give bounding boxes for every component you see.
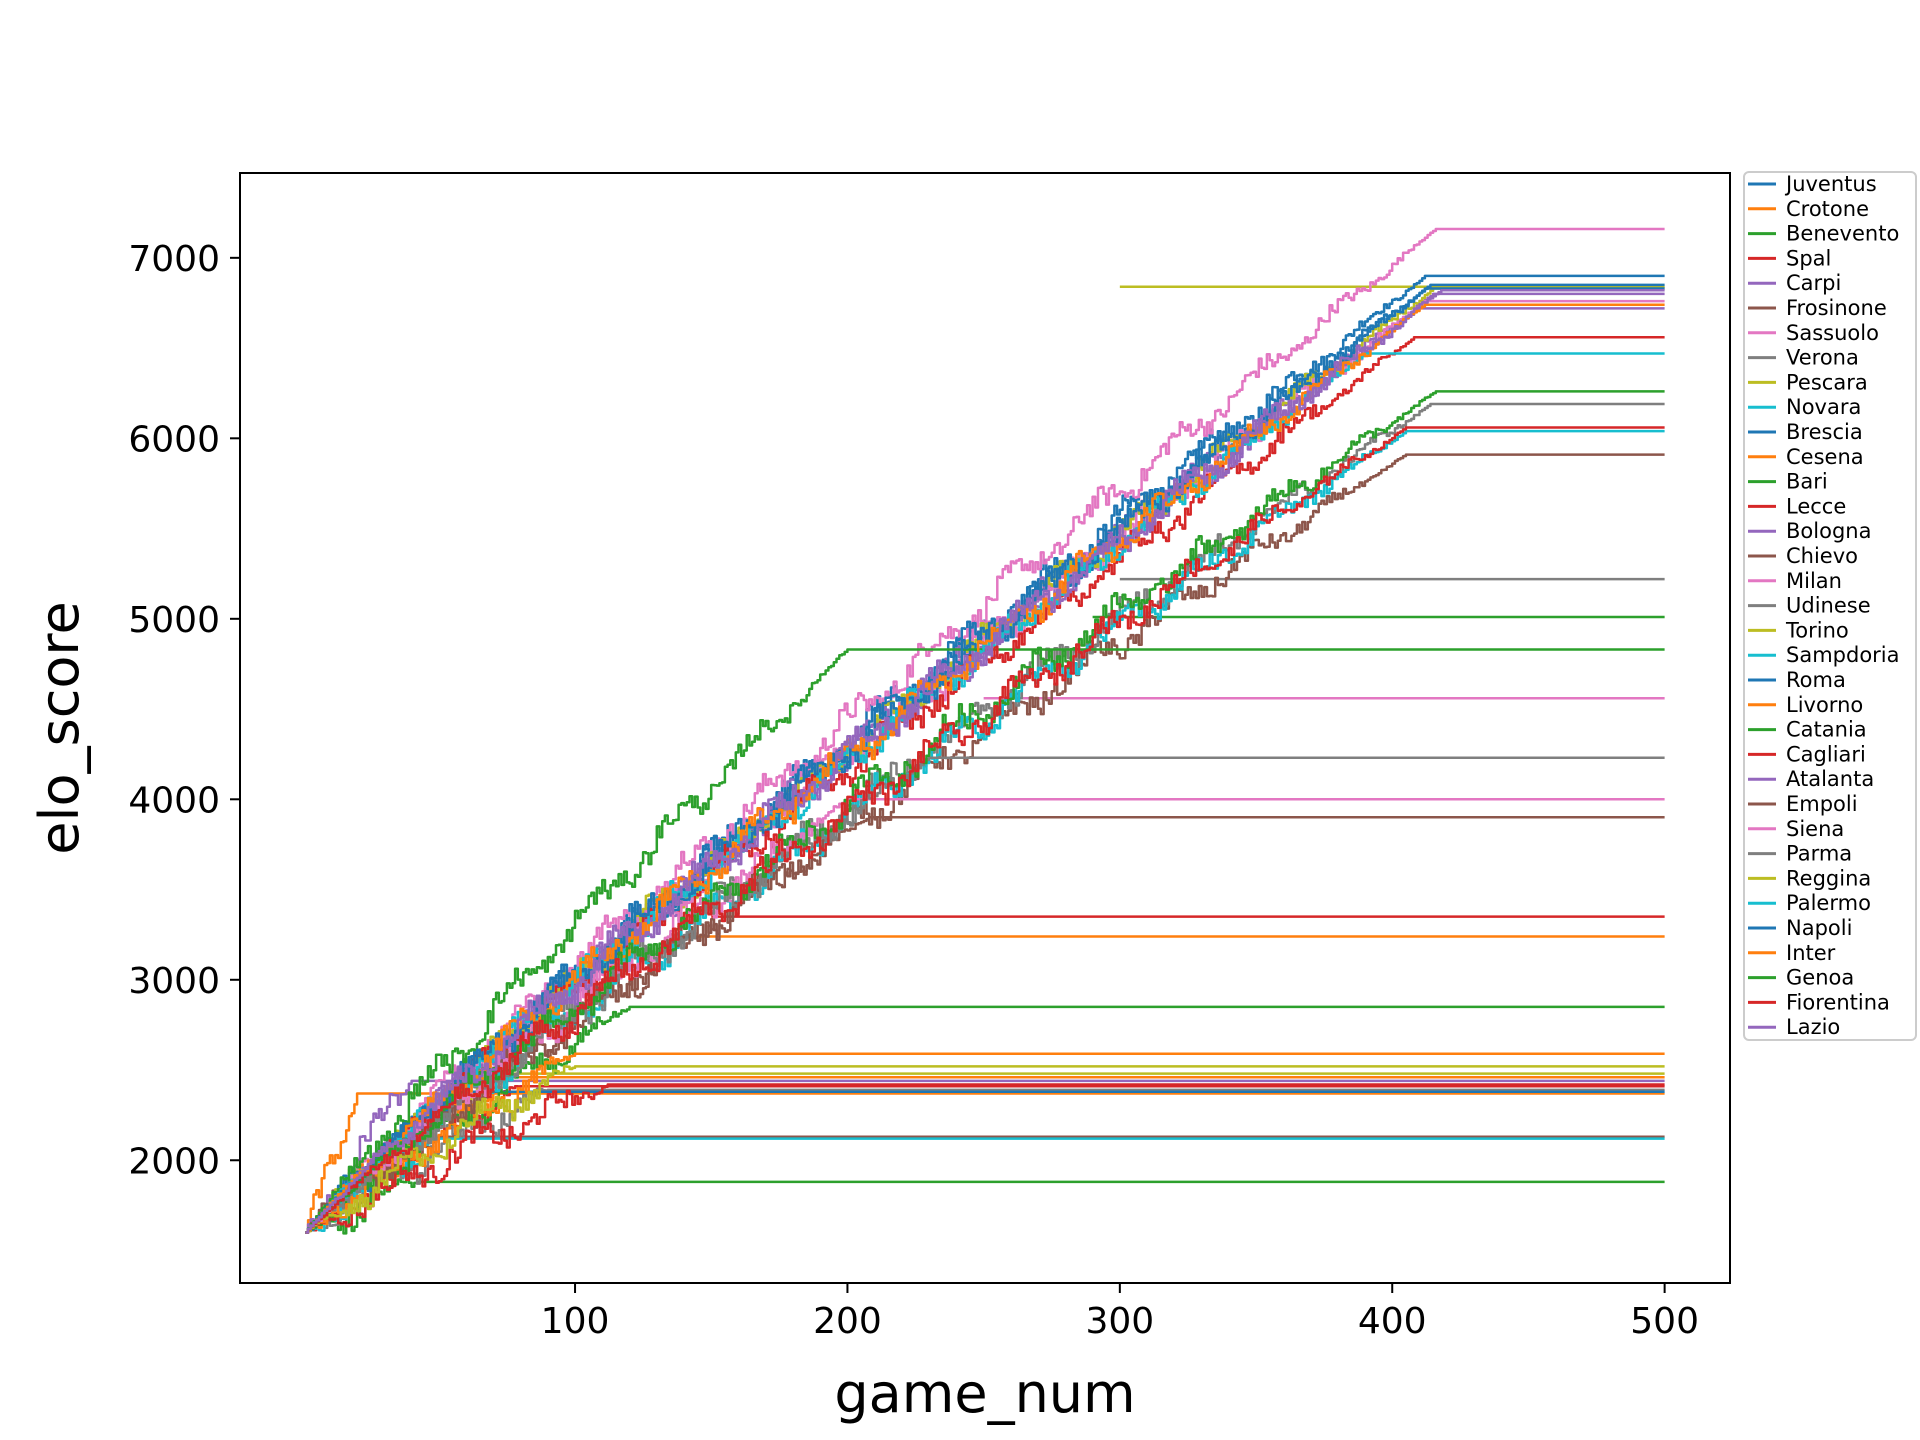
y-tick-label: 2000 xyxy=(128,1141,220,1182)
y-tick-label: 4000 xyxy=(128,780,220,821)
x-tick-label: 400 xyxy=(1358,1301,1427,1342)
legend-label: Cesena xyxy=(1786,445,1864,469)
legend-label: Napoli xyxy=(1786,916,1852,940)
legend-label: Siena xyxy=(1786,817,1844,841)
series-line-reggina xyxy=(305,1065,1665,1234)
y-tick-label: 3000 xyxy=(128,961,220,1002)
legend-label: Sampdoria xyxy=(1786,643,1900,667)
legend: JuventusCrotoneBeneventoSpalCarpiFrosino… xyxy=(1743,171,1917,1041)
legend-label: Palermo xyxy=(1786,891,1871,915)
plot-frame xyxy=(239,172,1731,1284)
legend-label: Genoa xyxy=(1786,966,1854,990)
x-axis: 100 200 300 400 500 xyxy=(541,1283,1699,1342)
legend-label: Benevento xyxy=(1786,222,1899,246)
legend-label: Sassuolo xyxy=(1786,321,1879,345)
legend-label: Lazio xyxy=(1786,1015,1840,1039)
series-line-fiorentina xyxy=(305,426,1665,1234)
legend-label: Fiorentina xyxy=(1786,990,1890,1014)
series-lines xyxy=(305,227,1665,1235)
series-line-catania xyxy=(305,648,1665,1234)
y-tick-label: 7000 xyxy=(128,239,220,280)
x-tick-label: 300 xyxy=(1085,1301,1154,1342)
y-tick-label: 5000 xyxy=(128,600,220,641)
legend-label: Verona xyxy=(1786,346,1859,370)
legend-label: Milan xyxy=(1786,569,1842,593)
legend-label: Livorno xyxy=(1786,693,1863,717)
legend-label: Novara xyxy=(1786,395,1861,419)
legend-label: Spal xyxy=(1786,246,1831,270)
legend-label: Brescia xyxy=(1786,420,1863,444)
legend-label: Parma xyxy=(1786,842,1852,866)
legend-frame xyxy=(1743,171,1917,1041)
y-axis: 2000 3000 4000 5000 6000 7000 xyxy=(128,239,240,1182)
x-axis-label: game_num xyxy=(834,1362,1135,1425)
series-line-lazio xyxy=(305,289,1665,1234)
legend-label: Juventus xyxy=(1784,172,1877,196)
legend-label: Crotone xyxy=(1786,197,1869,221)
legend-label: Torino xyxy=(1785,618,1849,642)
x-tick-label: 500 xyxy=(1630,1301,1699,1342)
legend-label: Cagliari xyxy=(1786,742,1866,766)
x-tick-label: 100 xyxy=(541,1301,610,1342)
series-line-sampdoria xyxy=(305,429,1665,1234)
legend-label: Atalanta xyxy=(1786,767,1874,791)
legend-label: Chievo xyxy=(1786,544,1858,568)
y-tick-label: 6000 xyxy=(128,419,220,460)
x-tick-label: 200 xyxy=(813,1301,882,1342)
y-axis-label: elo_score xyxy=(28,601,91,854)
series-line-crotone xyxy=(305,1092,1665,1234)
legend-label: Empoli xyxy=(1786,792,1858,816)
legend-label: Udinese xyxy=(1786,594,1871,618)
legend-label: Catania xyxy=(1786,718,1867,742)
legend-label: Roma xyxy=(1786,668,1846,692)
series-line-cagliari xyxy=(305,335,1665,1234)
legend-label: Frosinone xyxy=(1786,296,1887,320)
legend-label: Bari xyxy=(1786,470,1828,494)
legend-label: Lecce xyxy=(1786,494,1846,518)
legend-label: Inter xyxy=(1786,941,1836,965)
legend-label: Carpi xyxy=(1786,271,1841,295)
legend-label: Reggina xyxy=(1786,866,1871,890)
legend-label: Bologna xyxy=(1786,519,1871,543)
legend-label: Pescara xyxy=(1786,370,1868,394)
